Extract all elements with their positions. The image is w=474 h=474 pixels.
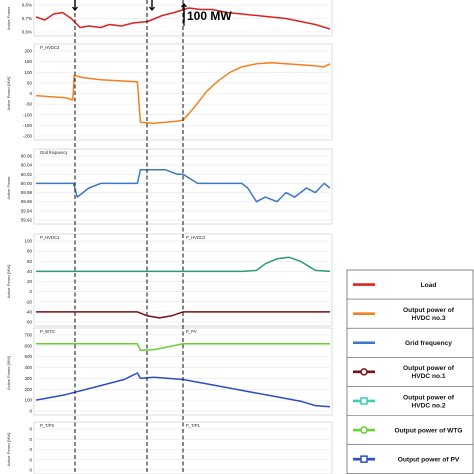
series-line — [35, 372, 331, 408]
y-tick-label: 0 — [29, 468, 32, 473]
panel-title: Grid frequency — [40, 150, 68, 155]
y-tick-label: -60 — [25, 320, 32, 325]
y-axis-label: Active Power [MW] — [6, 77, 11, 111]
panel-title: P_HVDC2 — [186, 235, 206, 240]
legend-label: Output power of — [403, 307, 455, 314]
y-tick-label: 0 — [29, 457, 32, 462]
y-tick-label: 100 — [24, 239, 32, 244]
y-tick-label: 150 — [24, 59, 32, 64]
y-tick-label: 60.00 — [21, 181, 33, 186]
panel-load: 0.6% 0.7% 0.6% Active Power — [6, 0, 333, 37]
y-tick-label: 200 — [24, 387, 32, 392]
panel-frequency: 60.06 60.04 60.02 60.00 59.98 59.96 59.94 59.92… — [6, 148, 333, 225]
y-tick-label: 600 — [24, 343, 32, 348]
y-tick-label: -100 — [23, 112, 33, 117]
panel-hvdc1_hvdc2: 100 80 60 40 20 0 -20 -40 -60 Active Power [MW] P_… — [6, 233, 333, 327]
y-tick-label: 0 — [29, 91, 32, 96]
legend-marker — [360, 455, 368, 463]
series-line — [36, 168, 331, 203]
y-tick-label: 100 — [24, 398, 32, 403]
panel-title: P_HVDC3 — [40, 45, 60, 50]
y-tick-label: 59.92 — [21, 218, 33, 223]
legend-label: Output power of PV — [398, 456, 460, 463]
panel-title: P_PV — [186, 329, 197, 334]
y-tick-label: 0.6% — [22, 30, 32, 35]
legend-label: Output power of — [403, 394, 455, 401]
y-tick-label: 80 — [27, 249, 33, 254]
arrow-head — [149, 6, 155, 12]
legend-marker — [360, 426, 368, 434]
legend-label: Output power of WTG — [394, 427, 462, 434]
y-tick-label: 59.98 — [21, 190, 33, 195]
event-markers — [72, 0, 187, 474]
y-tick-label: 60 — [27, 259, 33, 264]
series-line — [36, 256, 331, 273]
y-axis-label: Active Power — [6, 6, 11, 30]
y-axis-label: Active Power — [6, 176, 11, 200]
legend-label: HVDC no.3 — [411, 315, 445, 322]
y-axis-label: Active Power [MW] — [6, 433, 11, 467]
y-tick-label: -20 — [25, 299, 32, 304]
y-tick-label: 0.6% — [22, 3, 32, 8]
y-tick-label: 60.04 — [21, 163, 33, 168]
y-tick-label: 60.02 — [21, 172, 33, 177]
legend-label: Grid frequency — [405, 340, 452, 347]
y-tick-label: -200 — [23, 134, 33, 139]
y-tick-label: -40 — [25, 309, 32, 314]
series-line — [36, 311, 330, 319]
panel-title: P_HVDC1 — [40, 235, 60, 240]
panel-title: P_T/P2 — [40, 423, 55, 428]
panel-title: P_WTG — [40, 329, 55, 334]
y-tick-label: -150 — [23, 123, 33, 128]
arrow-head — [72, 6, 78, 12]
y-tick-label: 0 — [29, 409, 32, 414]
y-tick-label: 59.94 — [21, 208, 33, 213]
panel-hvdc3: 200 150 100 50 0 -50 -100 -150 -200 Active Power … — [6, 43, 333, 141]
callout-label: 100 MW — [187, 9, 232, 23]
legend-label: HVDC no.1 — [411, 373, 445, 380]
legend-marker — [360, 368, 368, 376]
legend-label: Load — [421, 282, 437, 289]
legend-label: HVDC no.2 — [411, 402, 445, 409]
y-tick-label: 60.06 — [21, 154, 33, 159]
y-tick-label: 0.7% — [22, 16, 32, 21]
panel-frame — [33, 148, 333, 225]
legend-marker — [360, 397, 368, 405]
y-tick-label: 40 — [27, 269, 33, 274]
legend-label: Output power of — [403, 365, 455, 372]
panel-transformers: 0 0 0 0 0 Active Power [MW] P_T/P2 P_T/P1 — [6, 421, 333, 474]
y-tick-label: 0 — [29, 447, 32, 452]
y-tick-label: 100 — [24, 70, 32, 75]
step-callout: 100 MW — [187, 9, 232, 23]
panel-wtg_pv: 700 600 500 400 300 200 100 0 Active Power [MW] P… — [6, 327, 333, 416]
y-tick-label: 300 — [24, 376, 32, 381]
chart-panels: 0.6%0.7%0.6%Active Power200150100500-50-… — [6, 0, 333, 474]
y-tick-label: 59.96 — [21, 199, 33, 204]
y-axis-label: Active Power [MW] — [6, 356, 11, 390]
y-axis-label: Active Power [MW] — [6, 265, 11, 299]
y-tick-label: 0 — [29, 427, 32, 432]
y-tick-label: 0 — [29, 289, 32, 294]
y-tick-label: 400 — [24, 365, 32, 370]
y-tick-label: 50 — [27, 80, 33, 85]
series-line — [36, 342, 330, 351]
y-tick-label: 500 — [24, 354, 32, 359]
y-tick-label: -50 — [25, 102, 32, 107]
y-tick-label: 0 — [29, 437, 32, 442]
y-tick-label: 20 — [27, 279, 33, 284]
y-tick-label: 700 — [24, 333, 32, 338]
series-line — [35, 7, 331, 30]
panel-title: P_T/P1 — [186, 423, 201, 428]
y-tick-label: 200 — [24, 49, 32, 54]
